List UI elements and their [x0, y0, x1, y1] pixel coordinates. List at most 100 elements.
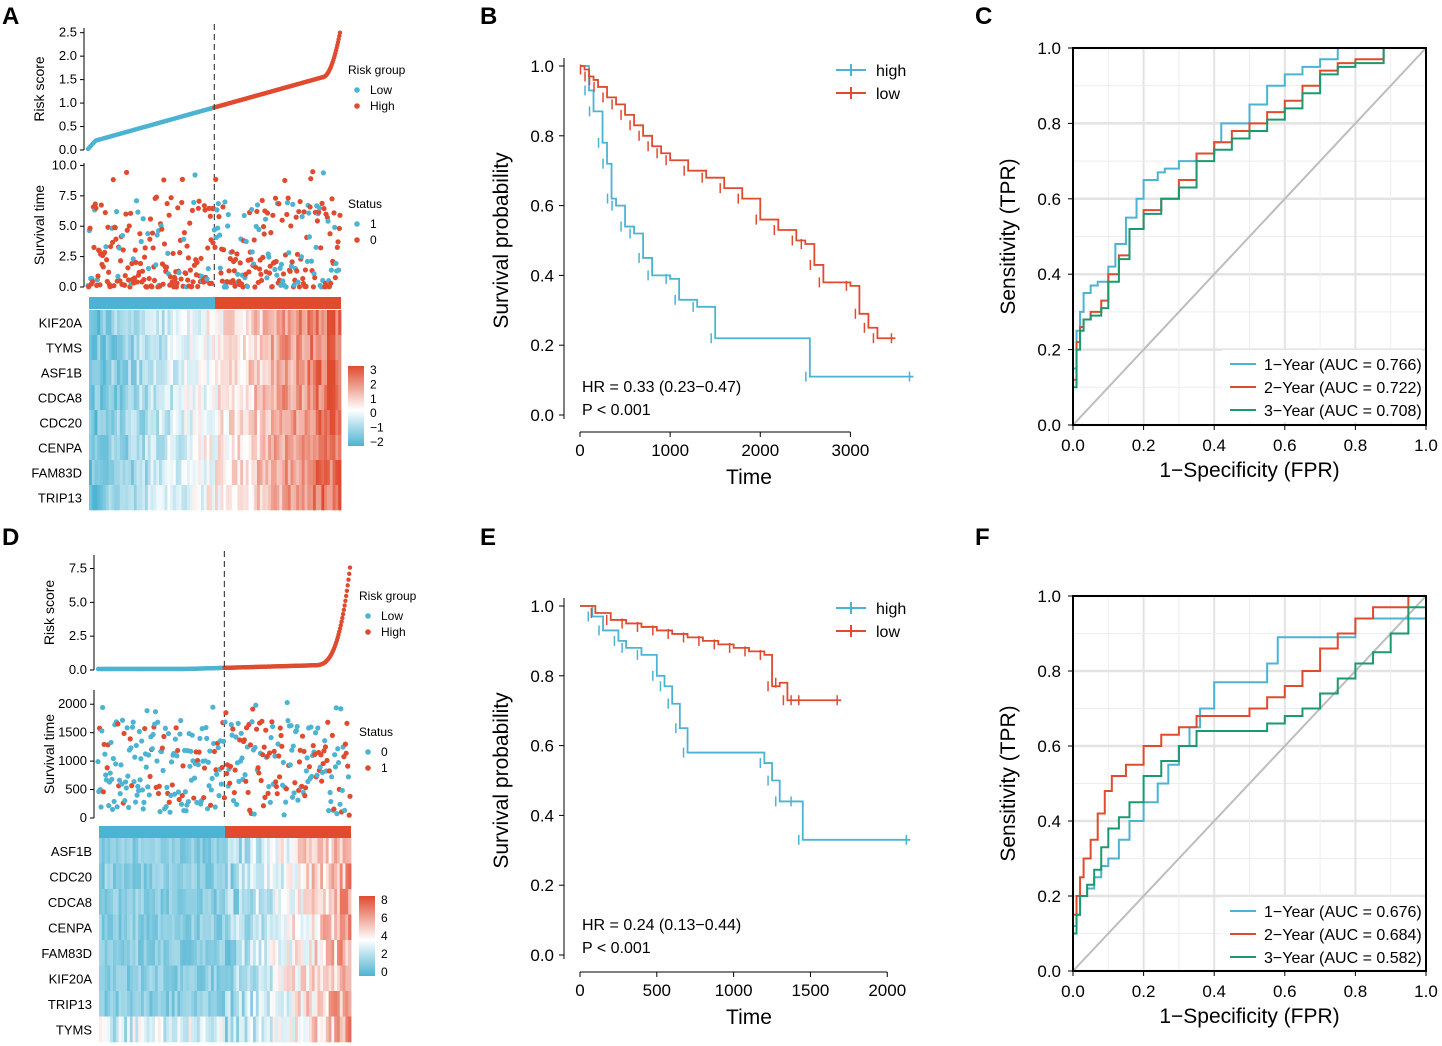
heat-cell [185, 838, 189, 864]
heat-cell [300, 991, 304, 1017]
heat-gene-label: KIF20A [39, 316, 83, 331]
surv-point [207, 802, 214, 808]
risk-score-point [346, 577, 351, 582]
heat-cell [301, 335, 305, 361]
surv-point [260, 752, 266, 758]
heat-cell [324, 460, 328, 486]
surv-point [270, 723, 276, 730]
surv-y-tick-label: 1000 [58, 753, 87, 768]
heat-cell [335, 485, 339, 511]
risk-y-tick-label: 2.0 [59, 48, 77, 63]
heat-cell [339, 965, 343, 992]
heat-cell [268, 385, 272, 411]
km-x-tick-label: 1000 [715, 981, 753, 1000]
heat-cell [199, 863, 203, 890]
risk-legend-dot [354, 87, 360, 93]
heat-cell [211, 889, 215, 915]
surv-point [333, 260, 339, 267]
heat-cell [323, 965, 327, 992]
heat-cell [278, 965, 282, 992]
heat-cell [292, 838, 296, 864]
heat-cell [247, 1016, 251, 1043]
heat-cell [311, 940, 315, 966]
heat-cell [97, 360, 101, 386]
heat-cell [303, 863, 307, 890]
heat-cell [292, 889, 296, 915]
heat-cell [150, 310, 154, 336]
surv-point [241, 737, 247, 743]
surv-point [223, 710, 229, 716]
surv-point [146, 792, 152, 798]
heat-cell [289, 889, 293, 915]
surv-point [192, 172, 198, 178]
heat-cell [245, 385, 249, 411]
surv-point [126, 804, 132, 811]
risk-score-point [347, 565, 353, 570]
heat-cell [152, 914, 156, 941]
heat-cell [273, 335, 277, 361]
heat-cell [119, 385, 123, 411]
surv-point [256, 226, 262, 233]
heat-cell [307, 310, 311, 336]
km-legend-label: low [876, 624, 900, 641]
heat-cell [195, 360, 199, 386]
heat-cell [136, 485, 140, 511]
heat-cell [245, 485, 249, 511]
surv-point [302, 793, 308, 799]
heat-cell [254, 335, 258, 361]
heat-cell [118, 965, 122, 992]
heat-cell [187, 385, 191, 411]
heat-cell [175, 385, 179, 411]
heat-cell [251, 410, 255, 436]
heat-cell [338, 460, 342, 486]
heat-cell [285, 385, 289, 411]
heat-cell [251, 485, 255, 511]
surv-point [119, 232, 126, 239]
surv-point [102, 751, 108, 757]
heat-gene-label: TYMS [56, 1022, 92, 1037]
heat-cell [107, 838, 111, 864]
heat-cell [303, 991, 307, 1017]
heat-cell [113, 863, 117, 890]
heat-cell [338, 360, 342, 386]
surv-point [171, 791, 178, 797]
surv-point [324, 757, 330, 764]
roc-x-tick-label: 0.8 [1344, 982, 1368, 1001]
surv-point [99, 728, 105, 734]
heat-cell [122, 335, 126, 361]
heat-cell [300, 914, 304, 941]
heat-cell [159, 310, 163, 336]
surv-point [217, 265, 223, 271]
heat-cell [143, 863, 147, 890]
heat-cell [245, 410, 249, 436]
heat-gene-label: KIF20A [49, 971, 93, 986]
surv-point [210, 704, 216, 710]
heat-cell [315, 310, 319, 336]
heat-cell [327, 410, 331, 436]
surv-point [135, 209, 141, 215]
heat-cell [203, 435, 207, 461]
heat-cell [300, 965, 304, 992]
surv-point [252, 744, 258, 751]
heat-cell [188, 889, 192, 915]
heat-cell [146, 838, 150, 864]
heat-cell [187, 310, 191, 336]
surv-point [291, 790, 297, 796]
surv-point [243, 778, 249, 784]
heat-cell [311, 838, 315, 864]
heat-cell [247, 863, 251, 890]
heat-cell [206, 310, 210, 336]
risk-y-tick-label: 2.5 [69, 628, 87, 643]
heat-cell [117, 385, 121, 411]
heat-cell [111, 460, 115, 486]
heat-cell [174, 863, 178, 890]
surv-point [241, 212, 247, 219]
heat-cell [192, 460, 196, 486]
heat-cell [306, 965, 310, 992]
heat-cell [119, 410, 123, 436]
heat-cell [286, 914, 290, 941]
heat-cell [342, 965, 346, 992]
heat-cell [189, 385, 193, 411]
surv-point [204, 276, 210, 282]
heat-cell [216, 940, 220, 966]
